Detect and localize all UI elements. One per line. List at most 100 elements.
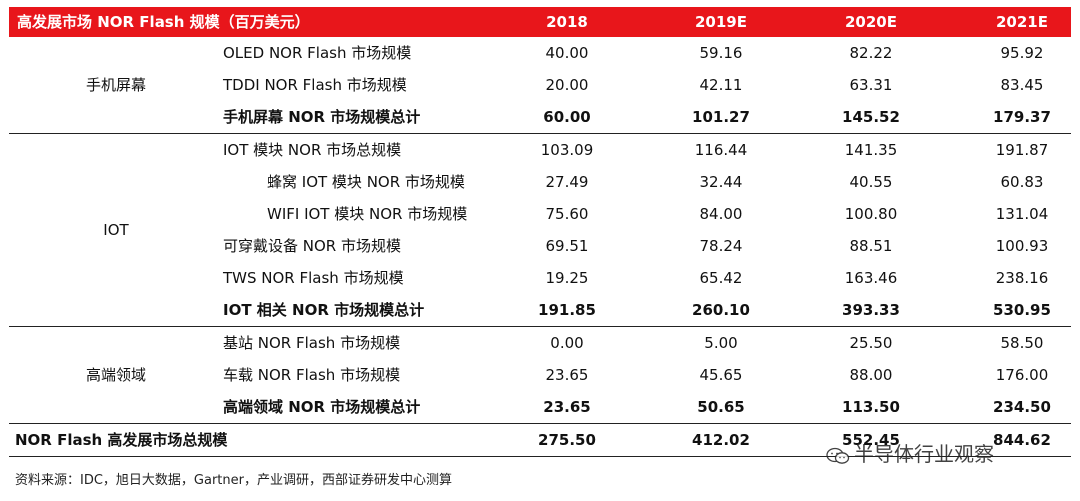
grand-total-value: 275.50 (538, 431, 596, 449)
row-label: TDDI NOR Flash 市场规模 (223, 76, 407, 94)
group-name: 手机屏幕 (85, 76, 146, 94)
grand-total-value: 552.45 (842, 431, 900, 449)
row-value: 100.93 (995, 237, 1049, 255)
year-2018: 2018 (546, 13, 588, 31)
table-row: 蜂窝 IOT 模块 NOR 市场规模 27.49 32.44 40.55 60.83 (9, 166, 1071, 198)
row-label: IOT 模块 NOR 市场总规模 (223, 141, 402, 159)
table-row: TDDI NOR Flash 市场规模 20.00 42.11 63.31 83.45 (9, 69, 1071, 101)
table-body: 手机屏幕 OLED NOR Flash 市场规模 40.00 59.16 82.22 95… (9, 37, 1071, 457)
table-row: 可穿戴设备 NOR 市场规模 69.51 78.24 88.51 100.93 (9, 230, 1071, 262)
year-2020e: 2020E (845, 13, 897, 31)
row-value: 101.27 (692, 108, 750, 126)
row-value: 116.44 (694, 141, 748, 159)
watermark-text: 半导体行业观察 (854, 442, 994, 466)
row-value: 84.00 (699, 205, 743, 223)
row-value: 75.60 (545, 205, 589, 223)
group-2: 高端领域 基站 NOR Flash 市场规模 0.00 5.00 25.50 58.50 车… (9, 327, 1071, 423)
table-row: IOT 模块 NOR 市场总规模 103.09 116.44 141.35 191.87 (9, 134, 1071, 166)
row-label: 蜂窝 IOT 模块 NOR 市场规模 (267, 173, 465, 191)
row-value: 100.80 (844, 205, 898, 223)
row-value: 131.04 (995, 205, 1049, 223)
row-value: 88.51 (849, 237, 893, 255)
bottom-divider (9, 456, 1071, 457)
table-row: 车载 NOR Flash 市场规模 23.65 45.65 88.00 176.00 (9, 359, 1071, 391)
row-label: WIFI IOT 模块 NOR 市场规模 (267, 205, 468, 223)
year-2021e: 2021E (996, 13, 1048, 31)
group-divider (9, 133, 1071, 134)
row-value: 69.51 (545, 237, 589, 255)
row-value: 88.00 (849, 366, 893, 384)
table-title: 高发展市场 NOR Flash 规模（百万美元） (17, 13, 310, 31)
row-value: 82.22 (849, 44, 893, 62)
row-value: 58.50 (1000, 334, 1044, 352)
row-value: 234.50 (993, 398, 1051, 416)
wechat-icon (826, 447, 850, 464)
row-value: 0.00 (550, 334, 584, 352)
grand-total-row: NOR Flash 高发展市场总规模 275.50 412.02 552.45 844.… (9, 424, 1071, 456)
row-value: 83.45 (1000, 76, 1044, 94)
row-value: 23.65 (543, 398, 591, 416)
row-value: 25.50 (849, 334, 893, 352)
row-value: 530.95 (993, 301, 1051, 319)
row-label: 基站 NOR Flash 市场规模 (223, 334, 401, 352)
row-value: 393.33 (842, 301, 900, 319)
row-value: 163.46 (844, 269, 898, 287)
grand-total-label: NOR Flash 高发展市场总规模 (15, 431, 228, 449)
row-label: TWS NOR Flash 市场规模 (223, 269, 404, 287)
watermark: 半导体行业观察 (826, 438, 994, 467)
row-value: 5.00 (704, 334, 738, 352)
group-0: 手机屏幕 OLED NOR Flash 市场规模 40.00 59.16 82.22 95… (9, 37, 1071, 133)
row-value: 32.44 (699, 173, 743, 191)
group-1: IOT IOT 模块 NOR 市场总规模 103.09 116.44 141.35 191… (9, 134, 1071, 326)
row-value: 65.42 (699, 269, 743, 287)
row-value: 141.35 (844, 141, 898, 159)
row-value: 19.25 (545, 269, 589, 287)
row-value: 50.65 (697, 398, 745, 416)
market-table: 高发展市场 NOR Flash 规模（百万美元） 2018 2019E 2020… (9, 7, 1071, 457)
group-name: 高端领域 (85, 366, 146, 384)
table-row: TWS NOR Flash 市场规模 19.25 65.42 163.46 238.16 (9, 262, 1071, 294)
row-value: 45.65 (699, 366, 743, 384)
row-value: 40.55 (849, 173, 893, 191)
row-label: 高端领域 NOR 市场规模总计 (223, 398, 421, 416)
row-value: 238.16 (995, 269, 1049, 287)
row-value: 260.10 (692, 301, 750, 319)
table-row: WIFI IOT 模块 NOR 市场规模 75.60 84.00 100.80 131.… (9, 198, 1071, 230)
row-label: IOT 相关 NOR 市场规模总计 (223, 301, 425, 319)
year-2019e: 2019E (695, 13, 747, 31)
table-row: 高端领域 NOR 市场规模总计 23.65 50.65 113.50 234.50 (9, 391, 1071, 423)
row-value: 60.00 (543, 108, 591, 126)
grand-total-value: 412.02 (692, 431, 750, 449)
table-row: OLED NOR Flash 市场规模 40.00 59.16 82.22 95.92 (9, 37, 1071, 69)
row-value: 191.87 (995, 141, 1049, 159)
table-row: 基站 NOR Flash 市场规模 0.00 5.00 25.50 58.50 (9, 327, 1071, 359)
grand-total-value: 844.62 (993, 431, 1051, 449)
row-value: 191.85 (538, 301, 596, 319)
row-value: 145.52 (842, 108, 900, 126)
row-value: 179.37 (993, 108, 1051, 126)
group-divider (9, 326, 1071, 327)
row-value: 78.24 (699, 237, 743, 255)
row-value: 23.65 (545, 366, 589, 384)
table-header: 高发展市场 NOR Flash 规模（百万美元） 2018 2019E 2020… (9, 7, 1071, 37)
table-row: IOT 相关 NOR 市场规模总计 191.85 260.10 393.33 530.9… (9, 294, 1071, 326)
group-name: IOT (103, 221, 129, 239)
source-note: 资料来源：IDC，旭日大数据，Gartner，产业调研，西部证券研发中心测算 (15, 473, 452, 488)
row-label: 可穿戴设备 NOR 市场规模 (223, 237, 401, 255)
row-value: 113.50 (842, 398, 900, 416)
row-value: 103.09 (540, 141, 594, 159)
row-value: 176.00 (995, 366, 1049, 384)
row-value: 20.00 (545, 76, 589, 94)
row-value: 42.11 (699, 76, 743, 94)
row-value: 95.92 (1000, 44, 1044, 62)
group-divider (9, 423, 1071, 424)
row-value: 60.83 (1000, 173, 1044, 191)
row-label: 手机屏幕 NOR 市场规模总计 (223, 108, 421, 126)
table-row: 手机屏幕 NOR 市场规模总计 60.00 101.27 145.52 179.37 (9, 101, 1071, 133)
row-value: 40.00 (545, 44, 589, 62)
row-label: 车载 NOR Flash 市场规模 (223, 366, 401, 384)
row-value: 63.31 (849, 76, 893, 94)
row-value: 27.49 (545, 173, 589, 191)
row-value: 59.16 (699, 44, 743, 62)
row-label: OLED NOR Flash 市场规模 (223, 44, 412, 62)
